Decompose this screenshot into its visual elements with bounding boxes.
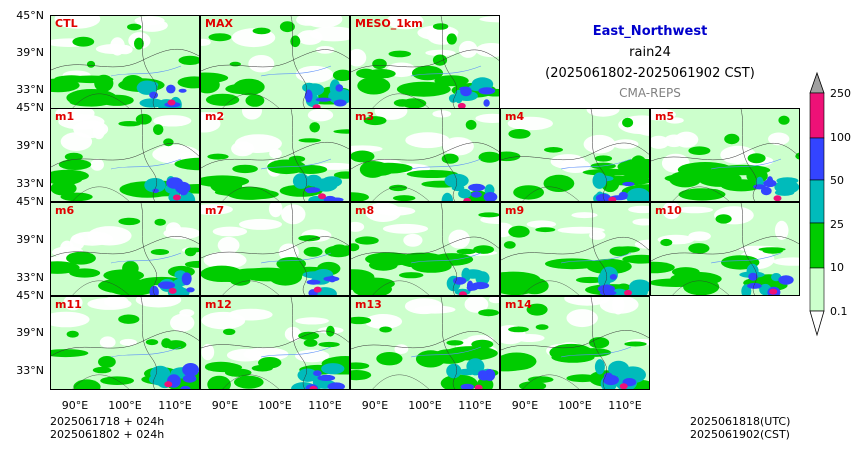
colorbar-swatches [809,71,825,337]
valid-line-utc: 2025061818(UTC) [690,415,791,428]
precip-field [651,109,799,201]
period-label: (2025061802-2025061902 CST) [545,66,755,81]
panel-label: m9 [505,204,525,217]
lon-tick: 90°E [61,399,89,412]
colorbar-tick: 25 [830,218,844,231]
map-panel: m6 [50,202,200,296]
map-panel: m5 [650,108,800,202]
map-panel: MAX [200,15,350,109]
valid-time: 2025061818(UTC) 2025061902(CST) [690,415,790,441]
colorbar-tick: 250 [830,87,851,100]
lon-tick: 100°E [558,399,592,412]
lon-tick: 100°E [108,399,142,412]
colorbar-tick: 0.1 [830,305,848,318]
panel-label: m6 [55,204,75,217]
panel-label: MESO_1km [355,17,423,30]
precip-field [351,109,499,201]
colorbar-tick: 50 [830,174,844,187]
lat-tick: 39°N [16,139,44,152]
colorbar-level [809,137,825,181]
colorbar-tick: 100 [830,131,851,144]
colorbar-extend-max [809,71,825,94]
map-panel: m12 [200,296,350,390]
lat-tick: 45°N [16,289,44,302]
precip-field [201,109,349,201]
lat-tick: 45°N [16,101,44,114]
lat-tick: 33°N [16,364,44,377]
precip-field [501,109,649,201]
panel-label: m2 [205,110,225,123]
colorbar-level [809,222,825,269]
map-panel: m9 [500,202,650,296]
lat-tick: 33°N [16,177,44,190]
map-panel: m7 [200,202,350,296]
map-panel: CTL [50,15,200,109]
region-title: East_Northwest [592,24,708,39]
variable-label: rain24 [629,45,671,60]
lon-tick: 100°E [408,399,442,412]
colorbar-level [809,92,825,139]
precip-field [201,297,349,389]
colorbar-level [809,267,825,312]
precip-field [51,16,199,108]
lon-tick: 90°E [511,399,539,412]
source-label: CMA-REPS [619,86,681,100]
init-line-utc: 2025061718 + 024h [50,415,165,428]
lat-tick: 33°N [16,83,44,96]
map-panel: m2 [200,108,350,202]
precip-field [351,297,499,389]
lat-tick: 39°N [16,233,44,246]
lat-tick: 45°N [16,9,44,22]
map-panel: MESO_1km [350,15,500,109]
lon-tick: 110°E [458,399,492,412]
lat-tick: 39°N [16,326,44,339]
precip-field [651,203,799,295]
map-panel: m10 [650,202,800,296]
lon-tick: 90°E [361,399,389,412]
precip-field [51,109,199,201]
panel-label: m14 [505,298,532,311]
valid-line-cst: 2025061902(CST) [690,428,790,441]
panel-label: m4 [505,110,525,123]
map-panel: m4 [500,108,650,202]
map-panel: m1 [50,108,200,202]
panel-label: m5 [655,110,675,123]
lon-tick: 110°E [158,399,192,412]
panel-label: MAX [205,17,233,30]
map-panel: m14 [500,296,650,390]
panel-label: m10 [655,204,682,217]
init-line-cst: 2025061802 + 024h [50,428,165,441]
precip-field [201,16,349,108]
map-panel: m13 [350,296,500,390]
map-panel: m3 [350,108,500,202]
panel-label: m13 [355,298,382,311]
precip-field [351,203,499,295]
colorbar-extend-min [809,310,825,337]
lat-tick: 33°N [16,271,44,284]
precip-field [51,203,199,295]
precip-field [351,16,499,108]
map-panel: m8 [350,202,500,296]
lon-tick: 110°E [308,399,342,412]
lon-tick: 90°E [211,399,239,412]
panel-label: m1 [55,110,75,123]
precip-field [501,297,649,389]
precip-field [201,203,349,295]
panel-label: CTL [55,17,78,30]
lon-tick: 110°E [608,399,642,412]
panel-label: m3 [355,110,375,123]
colorbar-level [809,179,825,224]
map-panel: m11 [50,296,200,390]
panel-label: m11 [55,298,82,311]
precip-field [501,203,649,295]
precip-field [51,297,199,389]
panel-label: m8 [355,204,375,217]
lat-tick: 45°N [16,195,44,208]
colorbar-tick: 10 [830,261,844,274]
lat-tick: 39°N [16,46,44,59]
panel-label: m12 [205,298,232,311]
panel-label: m7 [205,204,225,217]
init-time: 2025061718 + 024h 2025061802 + 024h [50,415,164,441]
lon-tick: 100°E [258,399,292,412]
